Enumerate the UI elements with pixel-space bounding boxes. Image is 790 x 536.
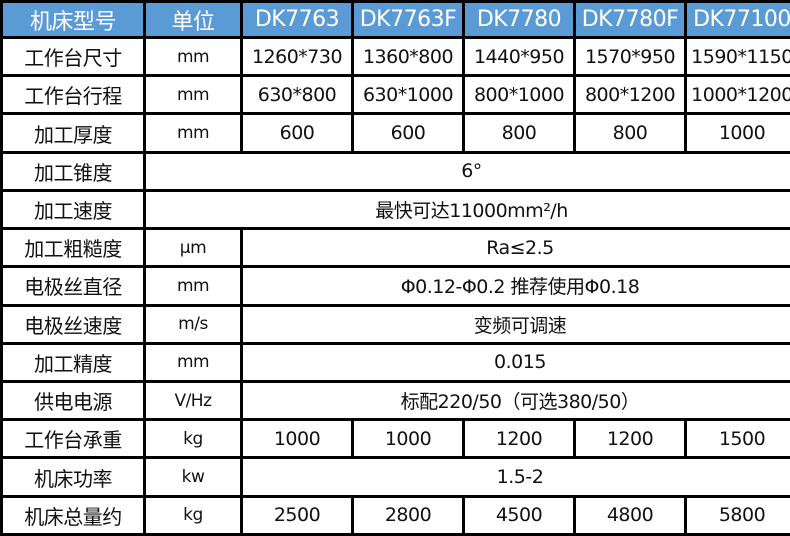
cell-value: 1000*1200 bbox=[687, 77, 790, 113]
row-label: 加工锥度 bbox=[3, 153, 143, 189]
cell-value: 630*1000 bbox=[354, 77, 462, 113]
cell-value: 800 bbox=[576, 115, 684, 151]
row-label: 工作台承重 bbox=[3, 421, 143, 457]
row-label: 电极丝直径 bbox=[3, 268, 143, 304]
cell-value: 1000 bbox=[243, 421, 351, 457]
cell-value: 1500 bbox=[687, 421, 790, 457]
table-row: 电极丝速度 m/s 变频可调速 bbox=[3, 306, 790, 342]
header-dk7763: DK7763 bbox=[243, 3, 351, 36]
row-unit: mm bbox=[146, 39, 240, 75]
row-label: 电极丝速度 bbox=[3, 306, 143, 342]
table-row: 机床功率 kw 1.5-2 bbox=[3, 459, 790, 495]
cell-value: 1360*800 bbox=[354, 39, 462, 75]
table-row: 加工粗糙度 μm Ra≤2.5 bbox=[3, 230, 790, 266]
cell-value: 4500 bbox=[465, 497, 573, 533]
header-unit: 单位 bbox=[146, 3, 240, 36]
cell-value: 1200 bbox=[576, 421, 684, 457]
row-label: 机床功率 bbox=[3, 459, 143, 495]
merged-value: 最快可达11000mm²/h bbox=[146, 191, 790, 228]
cell-value: 2500 bbox=[243, 497, 351, 533]
merged-value: Ra≤2.5 bbox=[243, 230, 790, 266]
cell-value: 800*1200 bbox=[576, 77, 684, 113]
row-unit: V/Hz bbox=[146, 382, 240, 419]
header-dk7780: DK7780 bbox=[465, 3, 573, 36]
row-label: 加工厚度 bbox=[3, 115, 143, 151]
merged-value: 变频可调速 bbox=[243, 306, 790, 342]
table-row: 电极丝直径 mm Φ0.12-Φ0.2 推荐使用Φ0.18 bbox=[3, 268, 790, 304]
row-label: 加工精度 bbox=[3, 344, 143, 380]
table-row: 加工锥度 6° bbox=[3, 153, 790, 189]
row-unit: kg bbox=[146, 497, 240, 533]
table-row: 工作台尺寸 mm 1260*730 1360*800 1440*950 1570*950 1… bbox=[3, 39, 790, 75]
cell-value: 1440*950 bbox=[465, 39, 573, 75]
cell-value: 800 bbox=[465, 115, 573, 151]
merged-value: 0.015 bbox=[243, 344, 790, 380]
merged-value: 6° bbox=[146, 153, 790, 189]
cell-value: 630*800 bbox=[243, 77, 351, 113]
row-label: 供电电源 bbox=[3, 382, 143, 419]
merged-value: Φ0.12-Φ0.2 推荐使用Φ0.18 bbox=[243, 268, 790, 304]
cell-value: 2800 bbox=[354, 497, 462, 533]
header-dk7780f: DK7780F bbox=[576, 3, 684, 36]
merged-value: 1.5-2 bbox=[243, 459, 790, 495]
row-label: 机床总量约 bbox=[3, 497, 143, 533]
cell-value: 1000 bbox=[687, 115, 790, 151]
cell-value: 4800 bbox=[576, 497, 684, 533]
cell-value: 600 bbox=[354, 115, 462, 151]
row-unit: kg bbox=[146, 421, 240, 457]
row-unit: mm bbox=[146, 115, 240, 151]
cell-value: 1260*730 bbox=[243, 39, 351, 75]
header-dk7763f: DK7763F bbox=[354, 3, 462, 36]
table-row: 加工厚度 mm 600 600 800 800 1000 bbox=[3, 115, 790, 151]
row-unit: μm bbox=[146, 230, 240, 266]
cell-value: 600 bbox=[243, 115, 351, 151]
cell-value: 1590*1150 bbox=[687, 39, 790, 75]
table-row: 供电电源 V/Hz 标配220/50（可选380/50） bbox=[3, 382, 790, 419]
table-row: 加工精度 mm 0.015 bbox=[3, 344, 790, 380]
row-unit: mm bbox=[146, 344, 240, 380]
table-row: 加工速度 最快可达11000mm²/h bbox=[3, 191, 790, 228]
header-model: 机床型号 bbox=[3, 3, 143, 36]
header-dk77100: DK77100 bbox=[687, 3, 790, 36]
cell-value: 1570*950 bbox=[576, 39, 684, 75]
cell-value: 1200 bbox=[465, 421, 573, 457]
table-row: 工作台行程 mm 630*800 630*1000 800*1000 800*1200 10… bbox=[3, 77, 790, 113]
cell-value: 800*1000 bbox=[465, 77, 573, 113]
row-label: 工作台尺寸 bbox=[3, 39, 143, 75]
cell-value: 5800 bbox=[687, 497, 790, 533]
cell-value: 1000 bbox=[354, 421, 462, 457]
row-unit: mm bbox=[146, 77, 240, 113]
row-unit: mm bbox=[146, 268, 240, 304]
header-row: 机床型号 单位 DK7763 DK7763F DK7780 DK7780F DK… bbox=[3, 3, 790, 36]
merged-value: 标配220/50（可选380/50） bbox=[243, 382, 790, 419]
row-label: 工作台行程 bbox=[3, 77, 143, 113]
row-label: 加工速度 bbox=[3, 191, 143, 228]
row-label: 加工粗糙度 bbox=[3, 230, 143, 266]
table-row: 工作台承重 kg 1000 1000 1200 1200 1500 bbox=[3, 421, 790, 457]
row-unit: m/s bbox=[146, 306, 240, 342]
row-unit: kw bbox=[146, 459, 240, 495]
table-row: 机床总量约 kg 2500 2800 4500 4800 5800 bbox=[3, 497, 790, 533]
